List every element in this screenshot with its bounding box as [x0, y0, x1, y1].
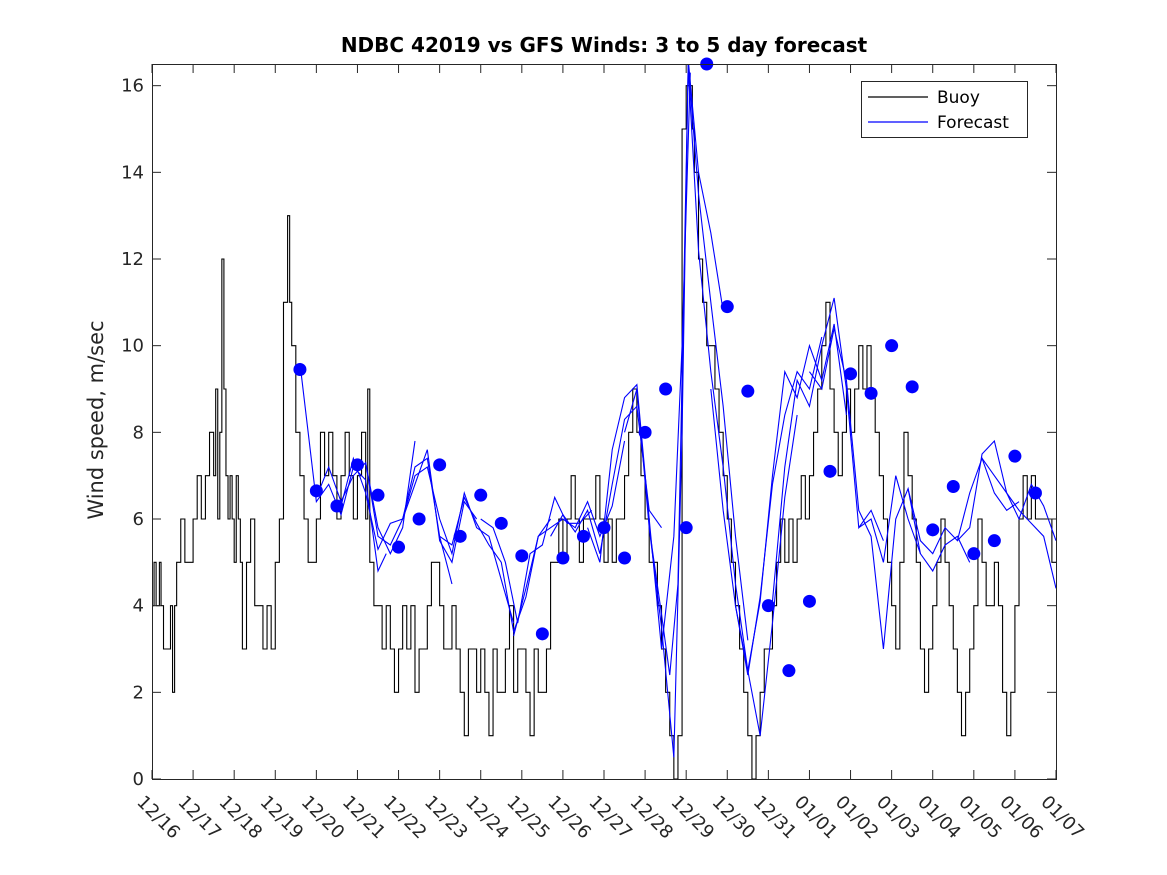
forecast-marker-32: [946, 480, 960, 493]
series-forecast-line-11: [648, 64, 749, 676]
forecast-marker-13: [556, 551, 570, 565]
forecast-marker-22: [741, 384, 755, 398]
series-buoy-line: [152, 85, 1056, 780]
forecast-marker-18: [659, 382, 673, 396]
forecast-marker-19: [679, 521, 693, 535]
forecast-marker-12: [535, 627, 549, 641]
marker-layer: [293, 57, 1042, 678]
forecast-marker-2: [330, 499, 344, 513]
forecast-marker-24: [782, 664, 796, 678]
y-tick-label-4: 8: [133, 422, 144, 443]
forecast-marker-11: [515, 549, 529, 563]
forecast-marker-35: [1008, 449, 1022, 463]
legend: Buoy Forecast: [861, 81, 1028, 138]
series-forecast-line-0: [299, 362, 387, 573]
y-tick-label-3: 6: [133, 509, 144, 530]
forecast-marker-17: [638, 425, 652, 439]
forecast-marker-0: [293, 363, 307, 376]
forecast-marker-25: [802, 594, 816, 608]
series-forecast-line-9: [587, 72, 691, 650]
forecast-marker-16: [618, 551, 632, 565]
forecast-marker-8: [453, 529, 467, 543]
forecast-marker-26: [823, 464, 837, 478]
y-tick-label-0: 0: [133, 769, 144, 790]
y-axis-label: Wind speed, m/sec: [84, 320, 108, 519]
forecast-marker-31: [926, 523, 940, 537]
y-tick-label-1: 2: [133, 682, 144, 703]
y-tick-label-7: 14: [121, 162, 144, 183]
legend-label-forecast: Forecast: [937, 113, 1009, 133]
series-forecast-line-5: [439, 495, 552, 634]
forecast-marker-5: [392, 540, 406, 554]
forecast-marker-27: [844, 367, 858, 381]
legend-box: [861, 81, 1028, 138]
forecast-marker-15: [597, 521, 611, 535]
series-forecast-line-15: [771, 297, 884, 602]
forecast-marker-33: [967, 547, 981, 561]
forecast-marker-7: [433, 458, 447, 472]
forecast-marker-14: [576, 529, 590, 543]
forecast-marker-23: [761, 599, 775, 613]
forecast-marker-28: [864, 386, 878, 400]
forecast-marker-21: [720, 300, 734, 314]
forecast-marker-9: [474, 488, 488, 502]
series-layer: [152, 64, 1056, 780]
series-forecast-line-18: [907, 456, 1020, 555]
series-forecast-line-12: [687, 68, 798, 736]
series-forecast-line-10: [624, 64, 724, 758]
y-tick-label-5: 10: [121, 336, 144, 357]
forecast-marker-4: [371, 488, 385, 502]
y-tick-label-8: 16: [121, 76, 144, 97]
forecast-marker-36: [1028, 486, 1042, 500]
y-tick-label-2: 4: [133, 596, 144, 617]
series-forecast-line-20: [981, 458, 1056, 589]
forecast-marker-6: [412, 512, 426, 526]
forecast-marker-29: [885, 339, 899, 353]
forecast-marker-10: [494, 516, 508, 530]
forecast-marker-30: [905, 380, 919, 394]
legend-label-buoy: Buoy: [937, 88, 980, 108]
y-tick-label-6: 12: [121, 249, 144, 270]
forecast-marker-34: [987, 534, 1001, 548]
series-forecast-line-17: [858, 475, 971, 573]
forecast-marker-1: [309, 484, 323, 498]
forecast-marker-3: [350, 458, 364, 472]
series-forecast-line-6: [480, 495, 593, 624]
series-forecast-line-14: [734, 323, 847, 671]
chart-title: NDBC 42019 vs GFS Winds: 3 to 5 day fore…: [341, 33, 868, 57]
